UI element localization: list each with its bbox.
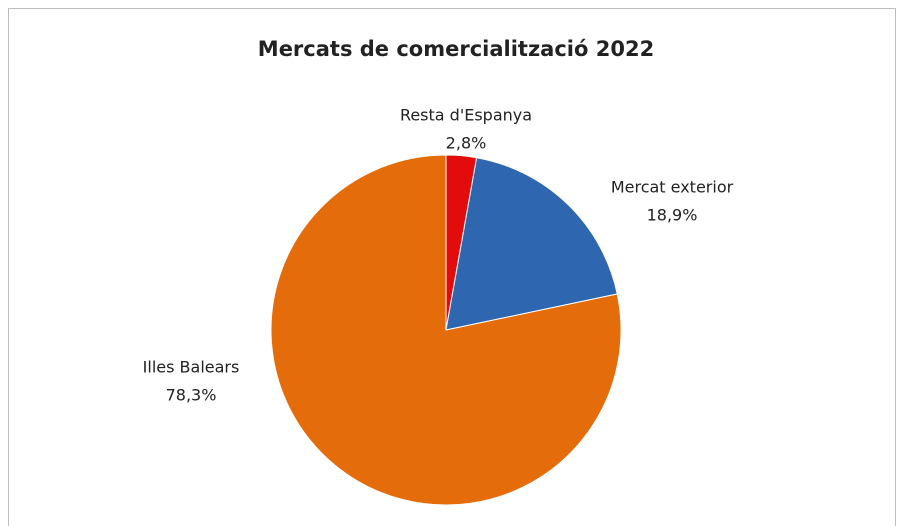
slice-name: Mercat exterior: [611, 178, 734, 197]
slice-value-label: 18,9%: [647, 206, 698, 225]
pie-slice: [270, 154, 622, 506]
slice-name: Illes Balears: [143, 358, 240, 377]
slice-value-label: 78,3%: [166, 386, 217, 405]
pie-slice: [445, 157, 618, 331]
slice-name: Resta d'Espanya: [400, 106, 532, 125]
chart-title: Mercats de comercialització 2022: [258, 37, 654, 61]
slice-value-label: 2,8%: [446, 134, 487, 153]
